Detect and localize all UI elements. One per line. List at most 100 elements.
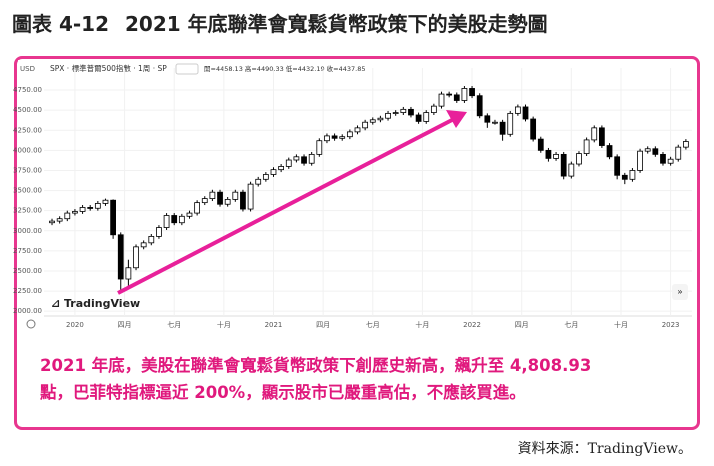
candle-body xyxy=(507,112,514,135)
candle-body xyxy=(339,136,346,139)
candle-body xyxy=(591,127,598,141)
candle-body xyxy=(499,121,506,135)
candle-body xyxy=(232,191,239,200)
candle-body xyxy=(568,163,575,177)
scroll-button[interactable] xyxy=(672,284,688,300)
y-tick-label: 4250.00 xyxy=(13,126,42,134)
x-tick-label: 十月 xyxy=(614,320,628,329)
candle-body xyxy=(125,267,132,280)
x-tick-label: 四月 xyxy=(515,321,529,329)
candle-body xyxy=(163,215,170,228)
x-tick-label: 十月 xyxy=(415,320,429,329)
candle-body xyxy=(377,117,384,121)
candle-body xyxy=(72,211,78,214)
candle-body xyxy=(415,114,422,122)
candle-body xyxy=(186,212,193,217)
candle-body xyxy=(201,198,208,204)
x-tick-label: 2023 xyxy=(662,321,680,329)
x-tick-label: 七月 xyxy=(366,320,380,329)
candle-body xyxy=(667,158,674,164)
candle-body xyxy=(514,106,521,114)
candle-body xyxy=(614,156,621,176)
header: 圖表 4-12 2021 年底聯準會寬鬆貨幣政策下的美股走勢圖 xyxy=(12,8,548,37)
y-tick-label: 2000.00 xyxy=(13,307,42,315)
candle-body xyxy=(606,145,613,158)
candle-body xyxy=(148,235,155,244)
currency-label: USD xyxy=(20,65,35,73)
x-tick-label: 四月 xyxy=(118,321,132,329)
candle-body xyxy=(408,108,414,116)
candle-body xyxy=(331,135,338,139)
y-tick-label: 3500.00 xyxy=(13,187,42,195)
candle-body xyxy=(87,207,94,209)
candle-body xyxy=(537,138,544,151)
candle-body xyxy=(553,153,559,159)
source: 資料來源：TradingView。 xyxy=(517,441,692,457)
candle-body xyxy=(560,153,567,177)
candle-body xyxy=(629,170,636,180)
candle-body xyxy=(430,105,437,113)
candle-body xyxy=(683,141,689,148)
candle-body xyxy=(576,153,582,165)
candle-body xyxy=(316,140,323,155)
candle-body xyxy=(255,178,262,185)
candle-body xyxy=(140,242,147,248)
candle-body xyxy=(262,174,269,180)
candle-body xyxy=(530,118,537,140)
candle-body xyxy=(599,127,605,146)
x-tick-label: 2020 xyxy=(66,321,84,329)
candle-body xyxy=(583,139,590,154)
candle-body xyxy=(346,131,353,138)
y-tick-label: 2750.00 xyxy=(13,247,42,255)
candle-body xyxy=(133,246,139,269)
watermark-logo: ⊿ xyxy=(51,297,60,310)
candle-body xyxy=(278,166,285,171)
candle-body xyxy=(392,112,399,114)
frame xyxy=(14,56,700,430)
candle-body xyxy=(56,218,63,222)
candle-body xyxy=(209,191,216,200)
candle-body xyxy=(270,169,277,175)
arrow-head xyxy=(446,110,467,128)
candle-body xyxy=(369,119,376,123)
candle-body xyxy=(362,121,369,129)
candle-body xyxy=(453,94,460,101)
x-tick-label: 四月 xyxy=(316,321,330,329)
candle-body xyxy=(293,156,300,161)
candle-body xyxy=(522,106,529,120)
candle-body xyxy=(301,156,307,164)
x-tick-label: 七月 xyxy=(564,320,578,329)
caption: 2021 年底，美股在聯準會寬鬆貨幣政策下創歷史新高，飆升至 4,808.93 點… xyxy=(40,352,591,406)
candle-body xyxy=(446,93,453,96)
candle-body xyxy=(285,159,292,167)
title: 2021 年底聯準會寬鬆貨幣政策下的美股走勢圖 xyxy=(125,12,548,36)
x-tick-label: 七月 xyxy=(167,320,181,329)
candle-body xyxy=(492,121,498,124)
y-tick-label: 2250.00 xyxy=(13,287,42,295)
y-tick-label: 3250.00 xyxy=(13,207,42,215)
y-tick-label: 4500.00 xyxy=(13,106,42,114)
ohlc-label: 開=4458.13 高=4490.33 低=4432.19 收=4437.85 xyxy=(204,64,366,73)
candle-body xyxy=(469,88,475,97)
candle-body xyxy=(385,112,391,119)
y-tick-label: 3750.00 xyxy=(13,166,42,174)
symbol-label: SPX · 標準普爾500指數 · 1周 · SP xyxy=(50,63,167,73)
caption-line: 點，巴菲特指標逼近 200%，顯示股市已嚴重高估，不應該買進。 xyxy=(40,383,526,402)
candle-body xyxy=(224,199,231,205)
candle-body xyxy=(675,146,682,160)
toolbar-button[interactable] xyxy=(175,63,199,75)
candle-body xyxy=(117,234,124,280)
candle-body xyxy=(621,174,628,180)
candle-body xyxy=(423,112,430,122)
settings-button[interactable] xyxy=(26,319,36,329)
candle-body xyxy=(102,199,109,204)
x-tick-label: 2022 xyxy=(463,321,481,329)
candle-body xyxy=(476,95,483,117)
candle-body xyxy=(49,220,55,224)
candle-body xyxy=(660,153,666,164)
figure-label: 圖表 4-12 xyxy=(12,12,110,36)
candle-body xyxy=(110,199,116,236)
candle-body xyxy=(652,148,659,155)
